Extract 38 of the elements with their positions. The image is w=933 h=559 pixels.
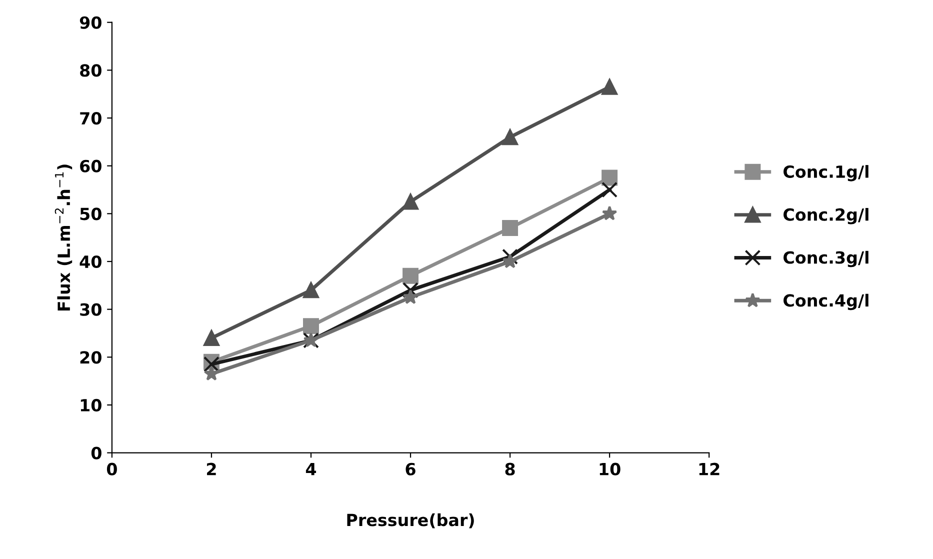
x-tick-label: 8 (505, 462, 515, 476)
point (602, 206, 618, 220)
x-tick-label: 10 (600, 462, 620, 476)
legend-label: Conc.1g/l (784, 165, 868, 182)
x-tick-label: 4 (306, 463, 316, 476)
y-tick-label: 0 (91, 446, 102, 460)
point (502, 129, 518, 146)
point (502, 220, 518, 236)
y-tick-label: 90 (80, 16, 102, 29)
y-tick-label: 10 (80, 398, 102, 412)
legend-label: Conc.4g/l (784, 294, 868, 310)
point (303, 282, 319, 298)
point (602, 170, 618, 186)
y-tick-label: 50 (80, 208, 102, 220)
x-tick-label: 0 (106, 462, 117, 476)
legend-label: Conc.2g/l (784, 208, 868, 224)
y-tick-label: 60 (80, 160, 102, 172)
point (502, 254, 518, 268)
point (204, 366, 220, 381)
y-axis-title: Flux (L.m$^{−2}$.h$^{−1}$) (54, 164, 72, 311)
y-tick-label: 80 (80, 64, 102, 77)
point (402, 194, 419, 210)
y-tick-label: 20 (80, 351, 102, 364)
x-axis-title: Pressure(bar) (347, 513, 474, 528)
point (502, 248, 518, 265)
y-tick-label: 40 (80, 255, 102, 268)
x-tick-label: 2 (207, 462, 216, 476)
x-tick-label: 12 (699, 462, 720, 476)
legend-label: Conc.3g/l (784, 250, 868, 268)
point (303, 318, 319, 334)
point (402, 282, 419, 298)
point (602, 78, 618, 95)
point (203, 330, 220, 346)
point (602, 182, 618, 198)
point (402, 268, 419, 284)
x-tick-label: 6 (406, 462, 416, 476)
y-tick-label: 30 (80, 303, 102, 316)
y-tick-label: 70 (80, 112, 102, 125)
